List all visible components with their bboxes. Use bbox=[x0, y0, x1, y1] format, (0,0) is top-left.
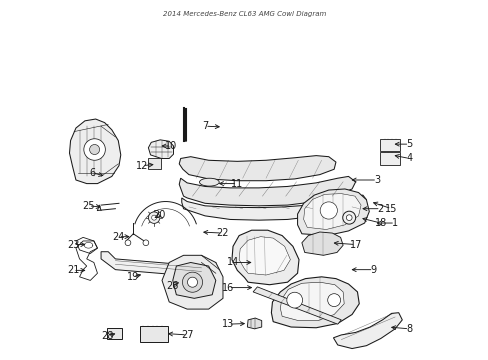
Polygon shape bbox=[301, 232, 343, 255]
Text: 24: 24 bbox=[112, 232, 124, 242]
Text: 12: 12 bbox=[136, 161, 148, 171]
Text: 22: 22 bbox=[216, 228, 228, 238]
Polygon shape bbox=[333, 313, 402, 348]
Ellipse shape bbox=[199, 178, 219, 186]
Text: 28: 28 bbox=[101, 331, 114, 341]
Text: 19: 19 bbox=[126, 272, 139, 282]
Polygon shape bbox=[303, 194, 360, 229]
Text: 9: 9 bbox=[370, 265, 376, 275]
Text: 17: 17 bbox=[349, 239, 361, 249]
FancyBboxPatch shape bbox=[140, 325, 167, 342]
Circle shape bbox=[342, 211, 355, 224]
Text: 2: 2 bbox=[377, 204, 383, 214]
Text: 10: 10 bbox=[164, 141, 177, 151]
Circle shape bbox=[187, 277, 197, 287]
Polygon shape bbox=[253, 287, 341, 324]
FancyBboxPatch shape bbox=[147, 158, 160, 169]
Polygon shape bbox=[179, 176, 355, 206]
Polygon shape bbox=[239, 237, 290, 275]
Text: 14: 14 bbox=[226, 257, 239, 267]
Circle shape bbox=[125, 240, 131, 246]
Polygon shape bbox=[179, 156, 335, 181]
Polygon shape bbox=[69, 119, 121, 184]
Text: 6: 6 bbox=[89, 168, 95, 178]
FancyBboxPatch shape bbox=[380, 152, 399, 165]
Circle shape bbox=[346, 215, 351, 221]
Text: 18: 18 bbox=[374, 218, 386, 228]
Circle shape bbox=[151, 215, 156, 220]
Circle shape bbox=[148, 212, 160, 224]
Text: 1: 1 bbox=[391, 218, 397, 228]
Circle shape bbox=[89, 144, 100, 154]
FancyBboxPatch shape bbox=[380, 139, 399, 151]
Text: 11: 11 bbox=[231, 179, 243, 189]
Circle shape bbox=[83, 139, 105, 160]
Polygon shape bbox=[297, 189, 368, 235]
Text: 23: 23 bbox=[67, 239, 79, 249]
Text: 5: 5 bbox=[406, 139, 412, 149]
Text: 2014 Mercedes-Benz CL63 AMG Cowl Diagram: 2014 Mercedes-Benz CL63 AMG Cowl Diagram bbox=[163, 12, 325, 17]
Circle shape bbox=[142, 240, 148, 246]
Polygon shape bbox=[280, 282, 344, 320]
Polygon shape bbox=[101, 252, 215, 277]
Text: 8: 8 bbox=[406, 324, 412, 334]
Polygon shape bbox=[148, 140, 173, 158]
Text: 26: 26 bbox=[165, 281, 178, 291]
Circle shape bbox=[320, 202, 337, 219]
Text: 21: 21 bbox=[67, 265, 79, 275]
Polygon shape bbox=[247, 318, 261, 329]
Text: 13: 13 bbox=[222, 319, 234, 329]
Polygon shape bbox=[182, 195, 366, 220]
Polygon shape bbox=[172, 262, 215, 298]
FancyBboxPatch shape bbox=[106, 328, 122, 339]
Polygon shape bbox=[271, 277, 359, 328]
Text: 16: 16 bbox=[222, 283, 234, 293]
Text: 7: 7 bbox=[202, 121, 208, 131]
Text: 25: 25 bbox=[82, 201, 95, 211]
Text: 27: 27 bbox=[181, 330, 193, 340]
Polygon shape bbox=[162, 255, 223, 309]
Circle shape bbox=[182, 272, 202, 292]
Text: 20: 20 bbox=[153, 210, 165, 220]
Polygon shape bbox=[231, 230, 298, 285]
Text: 4: 4 bbox=[406, 153, 412, 163]
Text: 3: 3 bbox=[373, 175, 380, 185]
Circle shape bbox=[286, 292, 302, 308]
Text: 15: 15 bbox=[385, 204, 397, 214]
Circle shape bbox=[327, 294, 340, 307]
